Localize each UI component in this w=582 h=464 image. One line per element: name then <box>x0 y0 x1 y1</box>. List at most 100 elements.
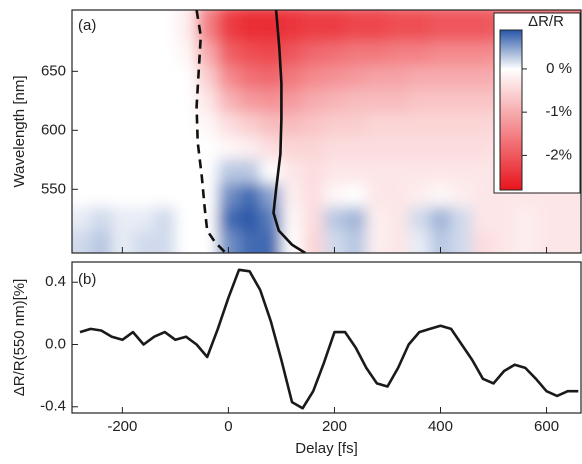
heat-cell <box>514 230 537 253</box>
heat-cell <box>472 136 495 161</box>
heat-cell <box>408 136 431 161</box>
plot-frame <box>71 9 582 254</box>
data-line <box>79 268 579 410</box>
heat-cell <box>281 183 304 208</box>
heat-cell <box>387 206 410 232</box>
colorbar-swatch <box>500 75 522 79</box>
colorbar-swatch <box>500 135 522 139</box>
heat-cell <box>196 10 219 43</box>
colorbar-swatch <box>500 157 522 161</box>
heat-cell <box>429 159 452 185</box>
colorbar-swatch <box>500 179 522 183</box>
heat-cell <box>90 183 113 208</box>
heat-cell <box>323 112 346 137</box>
colorbar-swatch <box>500 77 522 81</box>
heat-cell <box>90 206 113 232</box>
colorbar-swatch <box>500 171 522 175</box>
heat-cell <box>387 159 410 185</box>
heat-cell <box>217 10 240 43</box>
colorbar-swatch <box>500 57 522 61</box>
heat-cell <box>154 159 176 185</box>
y-tick-label: 600 <box>41 121 66 138</box>
colorbar-swatch <box>500 165 522 169</box>
heat-cell <box>345 41 367 67</box>
heat-cell <box>72 206 92 232</box>
heat-cell <box>90 159 113 185</box>
y-tick-label: 550 <box>41 180 66 197</box>
colorbar-swatch <box>500 137 522 141</box>
heat-cell <box>260 65 283 90</box>
colorbar-swatch <box>500 141 522 145</box>
heat-cell <box>217 89 240 114</box>
contour-line <box>195 10 227 253</box>
colorbar-swatch <box>500 113 522 117</box>
heat-cell <box>154 230 176 253</box>
colorbar-swatch <box>500 187 522 191</box>
heat-cell <box>472 10 495 43</box>
heat-cell <box>429 136 452 161</box>
colorbar-swatch <box>500 69 522 73</box>
heat-cell <box>239 89 261 114</box>
heat-cell <box>217 112 240 137</box>
colorbar-swatch <box>500 49 522 53</box>
colorbar-swatch <box>500 79 522 83</box>
heat-cell <box>557 230 581 253</box>
heat-cell <box>175 41 198 67</box>
colorbar-swatch <box>500 95 522 99</box>
heat-cell <box>239 112 261 137</box>
heat-cell <box>217 230 240 253</box>
heat-cell <box>323 41 346 67</box>
heat-cell <box>493 206 516 232</box>
heat-cell <box>366 112 389 137</box>
heat-cell <box>302 112 325 137</box>
heat-cell <box>111 10 134 43</box>
colorbar-swatch <box>500 63 522 67</box>
heat-cell <box>239 41 261 67</box>
heat-cell <box>387 41 410 67</box>
heat-cell <box>111 136 134 161</box>
heat-cell <box>260 112 283 137</box>
colorbar-swatch <box>500 121 522 125</box>
colorbar-swatch <box>500 99 522 103</box>
colorbar-swatch <box>500 43 522 47</box>
heat-cell <box>366 10 389 43</box>
heat-cell <box>111 65 134 90</box>
heat-cell <box>132 206 155 232</box>
heat-cell <box>196 230 219 253</box>
colorbar-swatch <box>500 53 522 57</box>
colorbar-swatch <box>500 93 522 97</box>
heat-cell <box>451 206 473 232</box>
heat-cell <box>387 112 410 137</box>
heat-cell <box>90 112 113 137</box>
heat-cell <box>366 65 389 90</box>
heat-cell <box>175 89 198 114</box>
heat-cell <box>260 136 283 161</box>
colorbar-swatch <box>500 163 522 167</box>
heat-cell <box>451 183 473 208</box>
colorbar-tick-label: -1% <box>545 103 572 120</box>
x-tick-label: 0 <box>224 418 232 435</box>
colorbar-swatch <box>500 67 522 71</box>
heat-cell <box>217 65 240 90</box>
heat-cell <box>175 112 198 137</box>
heat-cell <box>72 10 92 43</box>
colorbar-tick-label: -2% <box>545 146 572 163</box>
colorbar-swatch <box>500 175 522 179</box>
heat-cell <box>281 41 304 67</box>
heat-cell <box>345 136 367 161</box>
heat-cell <box>154 112 176 137</box>
heat-cell <box>451 136 473 161</box>
heat-cell <box>175 206 198 232</box>
colorbar-swatch <box>500 89 522 93</box>
heat-cell <box>408 89 431 114</box>
heat-cell <box>111 89 134 114</box>
contour-lines <box>195 10 306 253</box>
heat-cell <box>132 230 155 253</box>
x-tick-label: 400 <box>428 418 453 435</box>
heat-cell <box>260 183 283 208</box>
heat-cell <box>345 10 367 43</box>
heat-cell <box>281 206 304 232</box>
colorbar-swatch <box>500 131 522 135</box>
heat-cell <box>514 206 537 232</box>
